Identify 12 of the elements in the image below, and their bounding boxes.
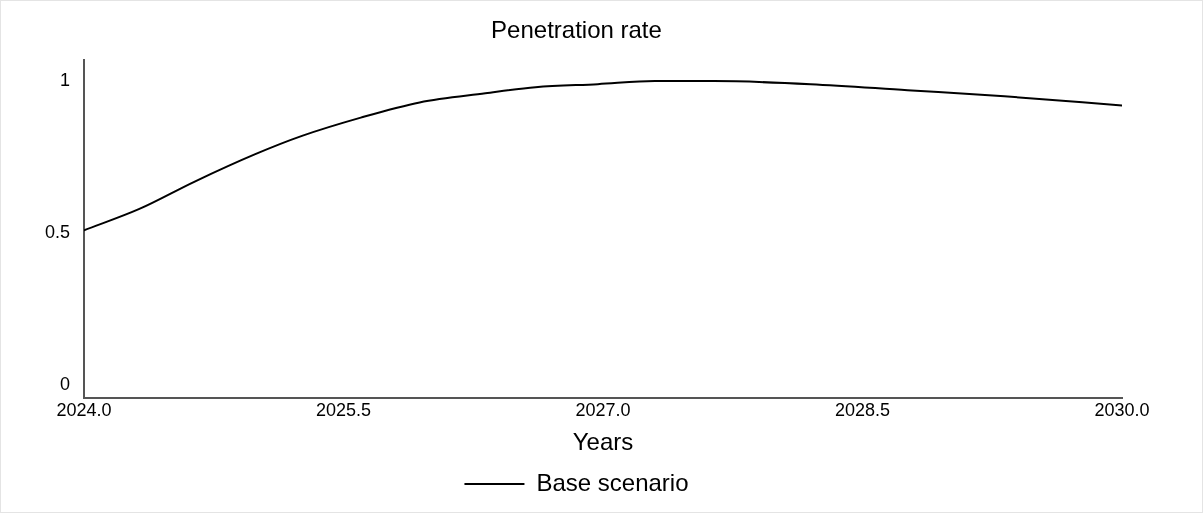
x-tick-label: 2028.5 bbox=[834, 400, 891, 421]
x-tick-label: 2024.0 bbox=[56, 400, 112, 421]
x-tick-label: 2027.0 bbox=[575, 400, 631, 421]
x-tick-label: 2030.0 bbox=[1094, 400, 1150, 421]
y-tick-label: 0.5 bbox=[44, 222, 71, 243]
line-series bbox=[84, 80, 1122, 232]
chart-title: Penetration rate bbox=[491, 16, 662, 44]
x-tick-label: 2025.5 bbox=[315, 400, 372, 421]
y-tick-label: 1 bbox=[60, 70, 71, 91]
x-axis-title: Years bbox=[572, 428, 634, 456]
y-tick-label: 0 bbox=[60, 374, 71, 395]
legend-label: Base scenario bbox=[536, 468, 689, 496]
